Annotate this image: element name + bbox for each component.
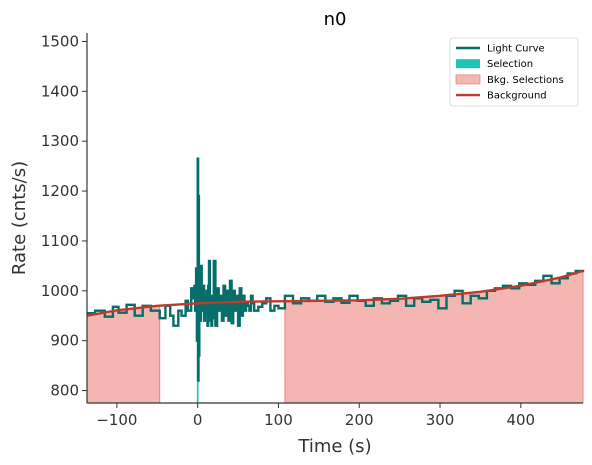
y-tick-label: 1100 [41,232,79,250]
bkg-selection-layer [86,270,584,404]
background-model-line [86,269,584,317]
y-tick-label: 1400 [41,82,79,100]
legend-label: Light Curve [487,44,545,55]
legend-patch-swatch [456,59,480,69]
axes [86,33,583,404]
x-tick-label: 100 [264,411,293,429]
legend-label: Selection [487,59,533,70]
legend-box [449,37,579,107]
y-tick-label: 800 [50,382,79,400]
x-tick-label: 200 [345,411,374,429]
chart-title: n0 [324,9,347,30]
light-curve-line [87,157,585,382]
x-tick-label: 0 [193,411,203,429]
x-tick-label: 300 [426,411,455,429]
light-curve-layer [87,157,585,382]
y-ticks: 800 900 1000 1100 1200 1300 1400 1500 [41,32,87,400]
x-axis-title: Time (s) [297,436,371,457]
legend-patch-swatch [455,74,481,85]
y-tick-label: 1500 [41,32,79,50]
y-tick-label: 1200 [41,182,79,200]
legend-label: Background [487,91,547,102]
background-layer [86,269,584,317]
plot-area [86,157,585,404]
legend: Light Curve Selection Bkg. Selections Backg… [449,37,579,107]
x-tick-label: −100 [96,411,137,429]
bkg-selection-region [86,305,161,404]
bkg-selection-region [284,270,584,404]
x-tick-label: 400 [506,411,535,429]
y-tick-label: 900 [50,332,79,350]
x-ticks: −100 0 100 200 300 400 [96,403,535,429]
y-tick-label: 1300 [41,132,79,150]
legend-label: Bkg. Selections [487,75,564,86]
y-tick-label: 1000 [41,282,79,300]
y-axis-title: Rate (cnts/s) [9,161,30,275]
